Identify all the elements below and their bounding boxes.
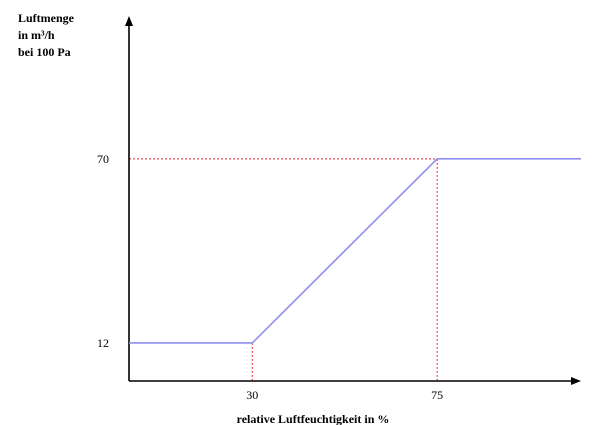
y-axis-title: Luftmenge in m³/h bei 100 Pa [18, 11, 75, 59]
x-tick-label-1: 30 [246, 388, 258, 402]
y-tick-label-1: 12 [97, 336, 109, 350]
x-axis-title: relative Luftfeuchtigkeit in % [237, 412, 390, 425]
axes [125, 16, 581, 385]
y-axis-title-line-2: in m³/h [18, 28, 55, 42]
guide-lines [129, 158, 438, 381]
x-axis-arrow [571, 377, 581, 385]
series-group [129, 158, 581, 344]
x-tick-label-2: 75 [431, 388, 443, 402]
y-axis-title-line-1: Luftmenge [18, 11, 75, 25]
tick-labels: 30 75 12 70 [97, 152, 443, 402]
y-axis-title-line-3: bei 100 Pa [18, 45, 71, 59]
y-axis-arrow [125, 16, 133, 26]
y-tick-label-2: 70 [97, 152, 109, 166]
series-line-1 [129, 158, 581, 344]
